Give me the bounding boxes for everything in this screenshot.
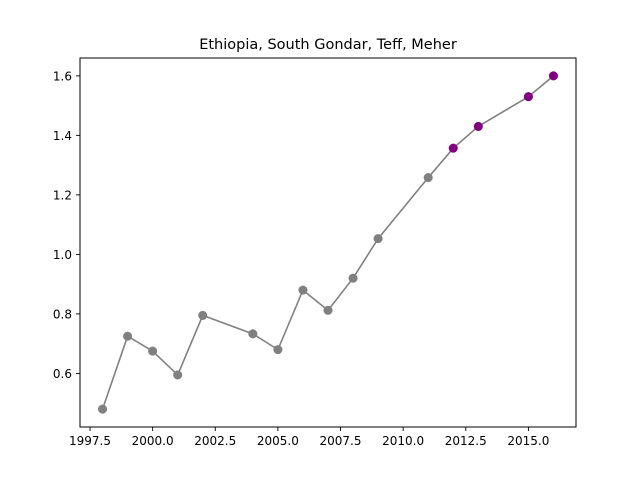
data-point <box>448 143 458 153</box>
data-point <box>298 285 308 295</box>
y-tick-label: 0.6 <box>53 367 72 381</box>
x-tick-label: 2005.0 <box>257 434 299 448</box>
data-point <box>373 234 383 244</box>
x-tick-label: 2002.5 <box>194 434 236 448</box>
y-tick-label: 1.0 <box>53 248 72 262</box>
data-point <box>97 404 108 414</box>
series-line <box>101 75 554 410</box>
plot-area: 1997.5 2000.0 2002.5 2005.0 2007.5 2010.0 2012… <box>53 57 577 448</box>
x-tick-label: 2007.5 <box>320 434 362 448</box>
data-point <box>273 345 283 355</box>
plot-frame <box>79 57 577 428</box>
data-point <box>198 310 208 320</box>
x-tick-label: 2010.0 <box>382 434 424 448</box>
x-tick-label: 2000.0 <box>132 434 174 448</box>
y-tick-label: 1.2 <box>53 188 72 202</box>
y-tick-label: 1.6 <box>53 69 72 83</box>
x-tick-label: 1997.5 <box>69 434 111 448</box>
data-point <box>523 92 533 102</box>
y-tick-label: 0.8 <box>53 307 72 321</box>
data-point <box>473 121 483 131</box>
data-point <box>348 273 358 283</box>
data-point <box>423 173 433 183</box>
data-point <box>173 370 183 380</box>
x-tick-label: 2012.5 <box>445 434 487 448</box>
data-point <box>548 71 559 81</box>
chart-title: Ethiopia, South Gondar, Teff, Meher <box>199 37 457 53</box>
y-tick-label: 1.4 <box>53 129 72 143</box>
data-point <box>248 329 258 339</box>
x-tick-label: 2015.0 <box>507 434 549 448</box>
data-point <box>323 305 333 315</box>
data-point <box>148 346 158 356</box>
data-point <box>123 331 133 341</box>
